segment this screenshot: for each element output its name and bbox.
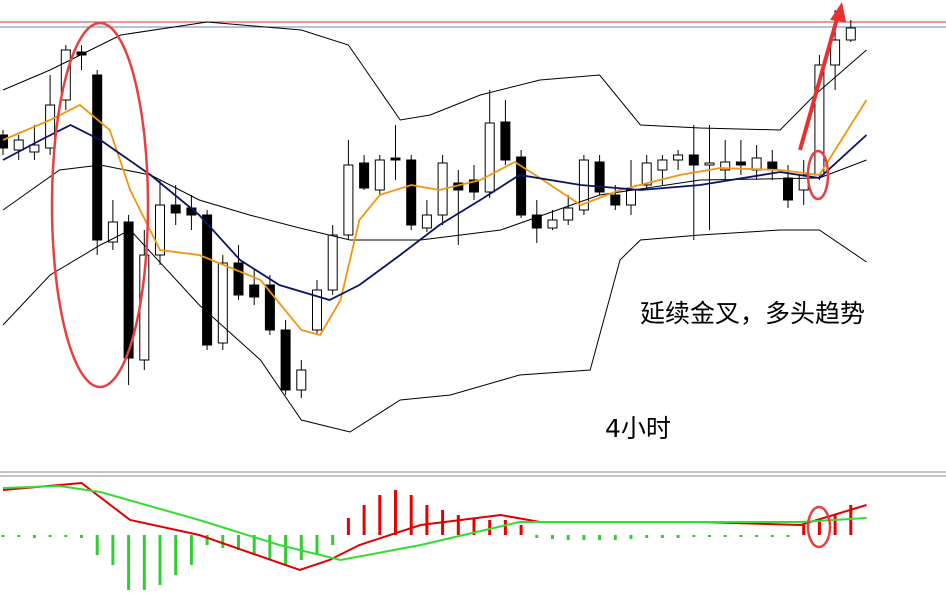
candle-body [123,221,134,359]
candle-body [249,284,260,298]
indicator-line [2,123,868,301]
candle-body [280,329,291,391]
arrow-head [830,2,846,22]
candle-body [673,154,684,161]
candle-body [594,161,605,193]
indicator-line [2,229,867,433]
candle-body [720,161,731,171]
candle-body [547,219,558,229]
candle-body [406,159,417,226]
candle-body [610,194,621,206]
candle-body [327,234,338,291]
candle-body [390,157,401,161]
candle-body [783,177,793,201]
candle-body [484,122,495,193]
candle-body [155,204,165,256]
candle-body [343,164,354,236]
macd-panel [1,481,867,590]
annotation: 延续金叉，多头趋势 [640,299,865,328]
candle-body [688,154,699,166]
candle-body [107,221,118,243]
candle-body [374,159,385,191]
candle-body [845,27,856,41]
candle-body [233,262,244,296]
candle-body [500,121,511,161]
candle-body [45,104,56,149]
candle-body [704,162,715,166]
candle-body [531,214,542,229]
candle-body [359,162,370,189]
candle-body [202,214,213,346]
candle-body [421,214,432,229]
candle-body [13,139,24,151]
candle-body [312,289,322,331]
highlight-ellipse [806,149,830,201]
candle-body [217,262,228,344]
highlight-ellipse [806,505,832,549]
arrow [798,14,840,151]
candle-body [830,39,841,66]
candle-body [296,369,307,391]
candle-body [735,161,746,166]
indicator-line [2,159,867,241]
candle-body [751,157,762,171]
indicator-line [2,484,867,562]
price-panel [0,10,868,433]
indicator-line [2,21,867,131]
candle-body [29,144,40,153]
candle-body [92,74,103,241]
candle-body [469,179,479,193]
indicator-line [2,99,868,337]
candle-body [516,156,527,216]
candle-body [657,159,668,171]
highlight-ellipse [50,21,150,389]
candle-body [563,207,574,221]
annotation: 4小时 [605,414,671,443]
candle-body [626,189,636,206]
candle-body [641,162,652,186]
candle-body [170,204,181,214]
candle-body [264,284,275,331]
candle-body [0,134,8,149]
